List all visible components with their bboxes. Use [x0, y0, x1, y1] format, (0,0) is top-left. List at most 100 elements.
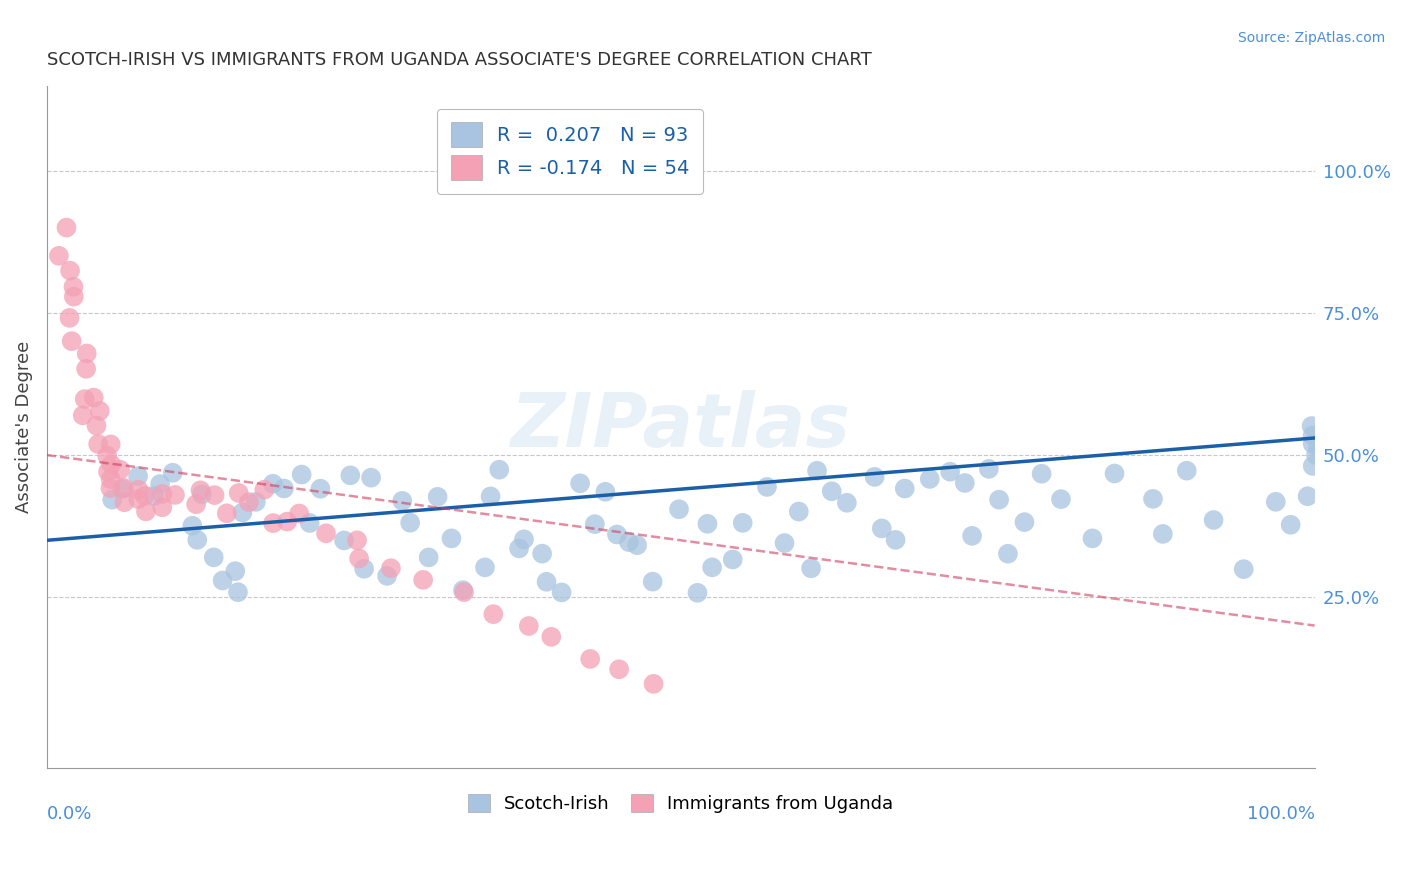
Point [479, 489, 502, 503]
Point [75, 361, 97, 376]
Point [101, 492, 124, 507]
Point [755, 480, 778, 494]
Point [391, 493, 413, 508]
Point [988, 492, 1011, 507]
Text: Source: ZipAtlas.com: Source: ZipAtlas.com [1237, 31, 1385, 45]
Point [607, 662, 630, 676]
Point [617, 535, 640, 549]
Point [127, 469, 149, 483]
Point [1031, 467, 1053, 481]
Point [224, 564, 246, 578]
Point [149, 477, 172, 491]
Text: ZIPatlas: ZIPatlas [510, 390, 851, 463]
Point [440, 532, 463, 546]
Point [482, 607, 505, 621]
Point [721, 552, 744, 566]
Point [253, 483, 276, 497]
Point [806, 464, 828, 478]
Point [226, 585, 249, 599]
Point [579, 652, 602, 666]
Point [1142, 491, 1164, 506]
Legend: Scotch-Irish, Immigrants from Uganda: Scotch-Irish, Immigrants from Uganda [461, 786, 901, 820]
Point [513, 533, 536, 547]
Point [884, 533, 907, 547]
Point [451, 583, 474, 598]
Point [508, 541, 530, 556]
Point [245, 495, 267, 509]
Point [641, 574, 664, 589]
Point [453, 585, 475, 599]
Point [100, 481, 122, 495]
Point [211, 574, 233, 588]
Point [96, 449, 118, 463]
Point [315, 526, 337, 541]
Point [112, 495, 135, 509]
Point [696, 516, 718, 531]
Point [1301, 419, 1323, 434]
Point [87, 437, 110, 451]
Point [583, 517, 606, 532]
Point [412, 573, 434, 587]
Point [540, 630, 562, 644]
Point [474, 560, 496, 574]
Point [163, 488, 186, 502]
Point [1104, 467, 1126, 481]
Point [1296, 489, 1319, 503]
Point [1305, 448, 1327, 462]
Point [135, 504, 157, 518]
Point [291, 467, 314, 482]
Point [83, 391, 105, 405]
Point [143, 489, 166, 503]
Point [700, 560, 723, 574]
Point [48, 249, 70, 263]
Point [668, 502, 690, 516]
Point [375, 569, 398, 583]
Point [97, 465, 120, 479]
Point [517, 619, 540, 633]
Point [62, 280, 84, 294]
Point [918, 472, 941, 486]
Point [569, 476, 592, 491]
Point [202, 550, 225, 565]
Point [60, 334, 83, 348]
Point [276, 515, 298, 529]
Point [731, 516, 754, 530]
Point [1152, 527, 1174, 541]
Point [997, 547, 1019, 561]
Point [595, 484, 617, 499]
Point [59, 263, 82, 277]
Point [1308, 441, 1330, 455]
Point [686, 586, 709, 600]
Point [108, 463, 131, 477]
Point [86, 418, 108, 433]
Point [100, 437, 122, 451]
Point [190, 483, 212, 498]
Point [191, 487, 214, 501]
Text: 100.0%: 100.0% [1247, 805, 1315, 823]
Point [894, 482, 917, 496]
Point [262, 516, 284, 530]
Point [298, 516, 321, 530]
Point [626, 538, 648, 552]
Point [953, 475, 976, 490]
Point [150, 500, 173, 515]
Point [134, 489, 156, 503]
Point [238, 495, 260, 509]
Point [536, 574, 558, 589]
Point [127, 483, 149, 497]
Point [643, 677, 665, 691]
Point [72, 409, 94, 423]
Point [228, 486, 250, 500]
Point [1302, 437, 1324, 451]
Point [960, 529, 983, 543]
Point [262, 476, 284, 491]
Point [181, 518, 204, 533]
Point [73, 392, 96, 406]
Point [111, 482, 134, 496]
Point [773, 536, 796, 550]
Point [273, 482, 295, 496]
Point [1302, 458, 1324, 473]
Point [100, 458, 122, 472]
Point [353, 562, 375, 576]
Point [55, 220, 77, 235]
